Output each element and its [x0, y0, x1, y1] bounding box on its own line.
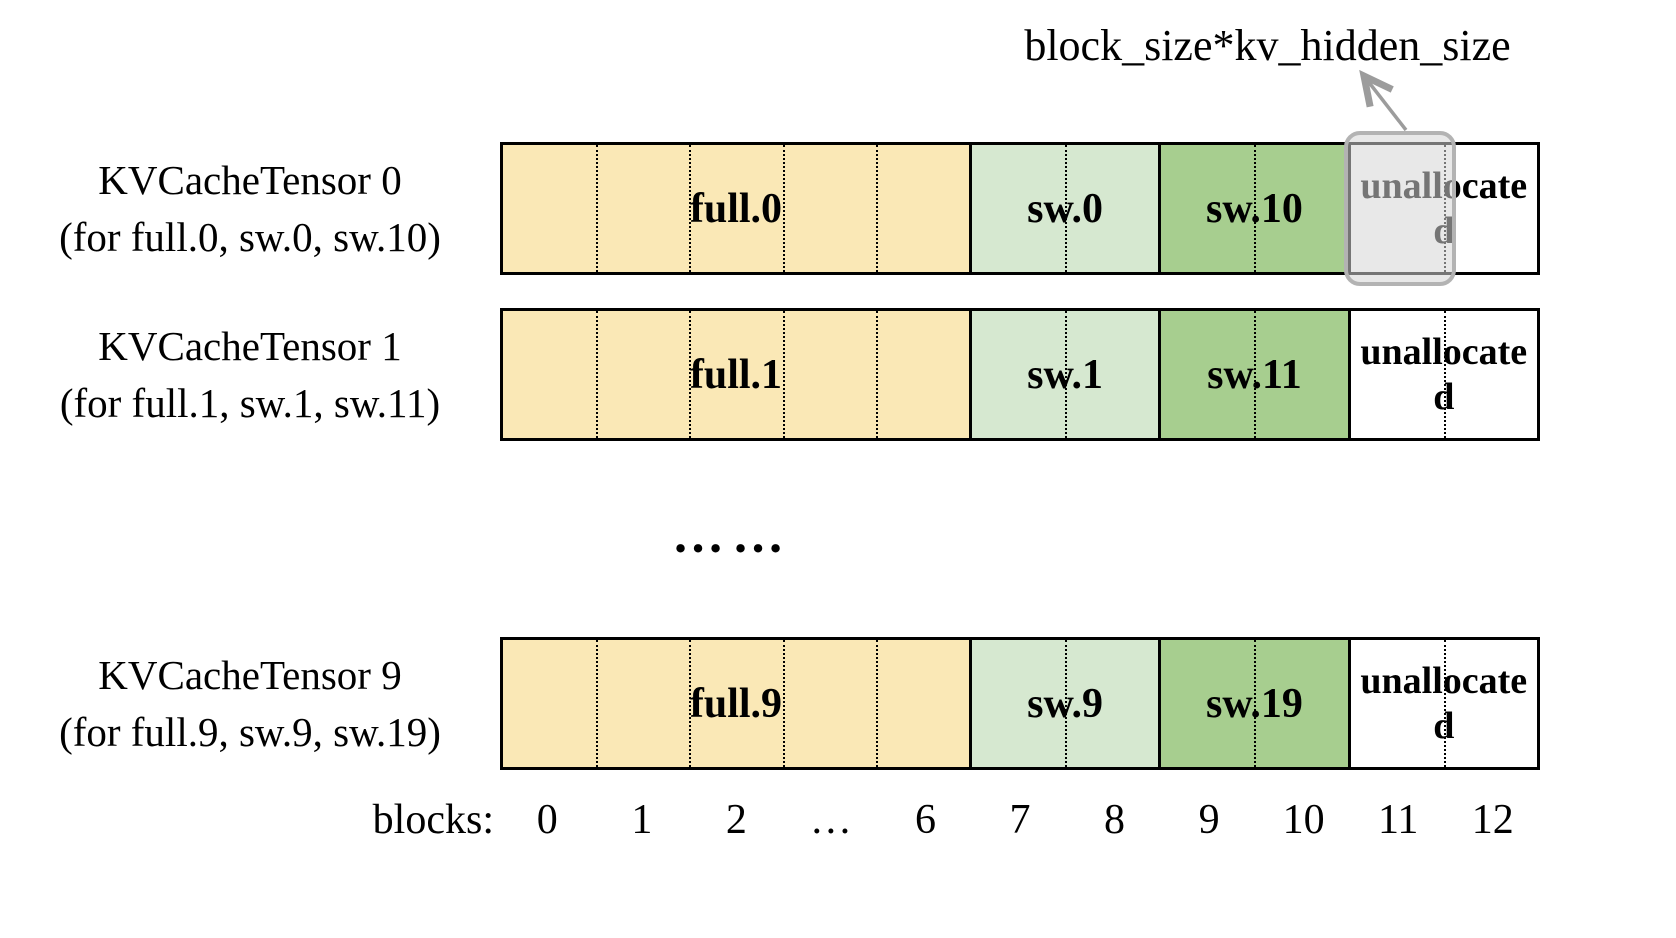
block-divider	[875, 640, 878, 767]
tensor-row-9: KVCacheTensor 9 (for full.9, sw.9, sw.19…	[0, 637, 1540, 770]
row-subtitle: (for full.1, sw.1, sw.11)	[59, 379, 441, 426]
cache-tensor-bar: full.9 sw.9 sw.19 unallocated	[500, 637, 1540, 770]
block-divider	[1443, 640, 1446, 767]
axis-tick: 2	[725, 797, 747, 843]
block-divider	[782, 311, 785, 438]
block-divider	[875, 145, 878, 272]
row-label: KVCacheTensor 1 (for full.1, sw.1, sw.11…	[0, 308, 500, 441]
annotation-arrow-icon	[1359, 69, 1408, 132]
axis-tick: 11	[1377, 797, 1419, 843]
block-divider	[1065, 311, 1068, 438]
segment-label: sw.0	[1027, 185, 1104, 232]
segment-unallocated: unallocated	[1347, 640, 1537, 767]
block-size-annotation: block_size*kv_hidden_size	[1024, 21, 1511, 70]
segment-full: full.0	[503, 145, 969, 272]
segment-sw-a: sw.9	[968, 640, 1159, 767]
row-title: KVCacheTensor 1	[98, 322, 402, 369]
block-divider	[1254, 640, 1257, 767]
rows-ellipsis: ……	[672, 507, 792, 564]
block-divider	[875, 311, 878, 438]
segment-full: full.9	[503, 640, 969, 767]
axis-tick: 12	[1471, 797, 1514, 843]
tensor-row-1: KVCacheTensor 1 (for full.1, sw.1, sw.11…	[0, 308, 1540, 441]
segment-unallocated: unallocated	[1347, 311, 1537, 438]
segment-label: unallocated	[1360, 164, 1528, 252]
block-divider	[1254, 311, 1257, 438]
segment-sw-b: sw.19	[1158, 640, 1348, 767]
segment-unallocated: unallocated	[1347, 145, 1537, 272]
axis-tick: …	[809, 797, 852, 843]
segment-sw-a: sw.0	[968, 145, 1159, 272]
axis-tick: 10	[1282, 797, 1325, 843]
block-divider	[782, 640, 785, 767]
axis-tick: 6	[914, 797, 936, 843]
row-title: KVCacheTensor 9	[98, 651, 402, 698]
block-divider	[1254, 145, 1257, 272]
segment-label: full.1	[689, 351, 783, 398]
cache-tensor-bar: full.0 sw.0 sw.10 unallocated	[500, 131, 1540, 286]
block-divider	[689, 145, 692, 272]
segment-label: sw.9	[1027, 680, 1104, 727]
block-divider	[782, 145, 785, 272]
axis-tick: 1	[631, 797, 653, 843]
segment-label: full.9	[689, 680, 783, 727]
row-subtitle: (for full.0, sw.0, sw.10)	[59, 213, 441, 260]
block-divider	[596, 640, 599, 767]
row-label: KVCacheTensor 0 (for full.0, sw.0, sw.10…	[0, 142, 500, 275]
segment-label: sw.1	[1027, 351, 1104, 398]
block-divider	[1065, 640, 1068, 767]
row-title: KVCacheTensor 0	[98, 156, 402, 203]
block-divider	[596, 145, 599, 272]
segment-label: full.0	[689, 185, 783, 232]
segment-label: unallocated	[1360, 659, 1528, 747]
blocks-axis: blocks: 0 1 2 … 6 7 8 9 10 11 12	[0, 796, 1540, 844]
axis-tick: 7	[1009, 797, 1031, 843]
segment-label: unallocated	[1360, 330, 1528, 418]
segment-sw-b: sw.10	[1158, 145, 1348, 272]
block-divider	[1065, 145, 1068, 272]
blocks-axis-label: blocks:	[372, 797, 494, 843]
block-divider	[596, 311, 599, 438]
row-label: KVCacheTensor 9 (for full.9, sw.9, sw.19…	[0, 637, 500, 770]
segment-sw-a: sw.1	[968, 311, 1159, 438]
tensor-row-0: KVCacheTensor 0 (for full.0, sw.0, sw.10…	[0, 131, 1540, 286]
axis-tick: 8	[1104, 797, 1126, 843]
segment-full: full.1	[503, 311, 969, 438]
cache-tensor-bar: full.1 sw.1 sw.11 unallocated	[500, 308, 1540, 441]
block-divider	[689, 640, 692, 767]
block-divider	[1443, 311, 1446, 438]
block-divider	[689, 311, 692, 438]
row-subtitle: (for full.9, sw.9, sw.19)	[59, 708, 441, 755]
segment-label: sw.11	[1207, 351, 1302, 398]
axis-tick: 9	[1198, 797, 1220, 843]
segment-label: sw.10	[1206, 185, 1303, 232]
axis-tick: 0	[536, 797, 558, 843]
segment-label: sw.19	[1206, 680, 1303, 727]
segment-sw-b: sw.11	[1158, 311, 1348, 438]
